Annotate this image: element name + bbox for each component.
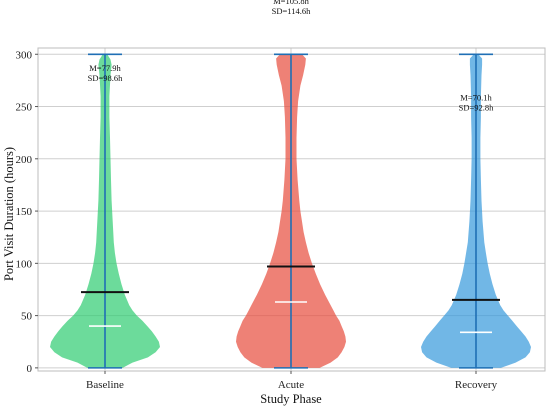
sd-annotation: SD=98.6h — [88, 73, 124, 83]
y-tick-label: 50 — [21, 311, 33, 323]
x-tick-label: Baseline — [86, 379, 124, 391]
sd-annotation: SD=92.8h — [459, 102, 495, 112]
tick-layer: 0 50 100 150 200 250 300 Baseline Acute Recovery — [16, 49, 498, 391]
stat-lines-layer — [81, 53, 500, 369]
x-axis-label: Study Phase — [260, 392, 322, 406]
y-axis-label: Port Visit Duration (hours) — [2, 147, 16, 281]
y-tick-label: 250 — [16, 102, 33, 114]
y-tick-label: 0 — [27, 363, 33, 375]
y-tick-label: 300 — [16, 49, 33, 61]
mean-annotation: M=70.1h — [460, 92, 492, 102]
mean-annotation: M=105.8h — [273, 0, 309, 6]
y-tick-label: 100 — [16, 258, 33, 270]
x-tick-label: Recovery — [455, 379, 498, 391]
mean-annotation: M=77.9h — [89, 63, 121, 73]
x-tick-label: Acute — [278, 379, 304, 391]
y-tick-label: 200 — [16, 154, 33, 166]
y-tick-label: 150 — [16, 206, 33, 218]
sd-annotation: SD=114.6h — [272, 6, 311, 16]
